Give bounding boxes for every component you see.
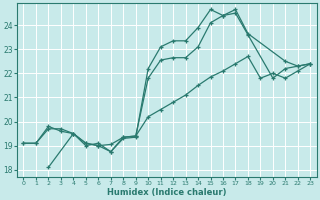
X-axis label: Humidex (Indice chaleur): Humidex (Indice chaleur) bbox=[107, 188, 227, 197]
